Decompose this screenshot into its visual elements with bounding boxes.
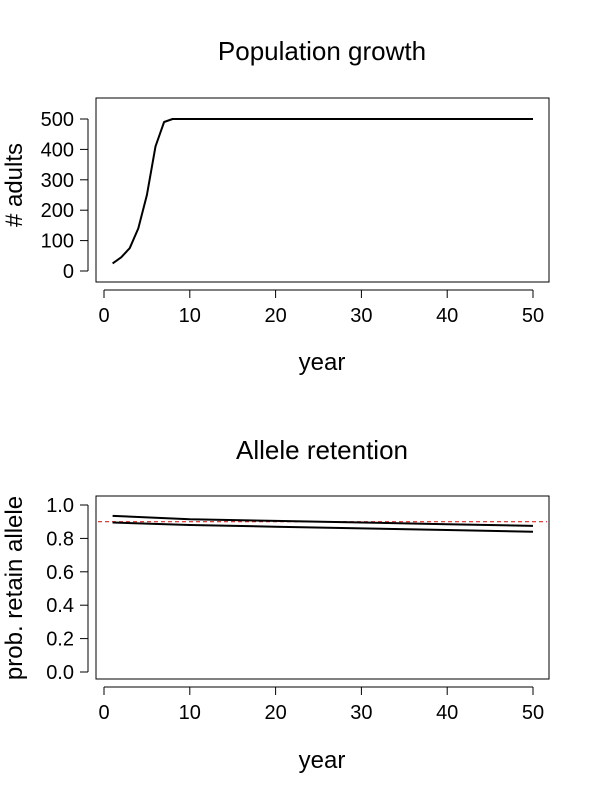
x-tick-label: 0 <box>98 702 109 724</box>
y-axis: 0 100 200 300 400 500 <box>41 109 89 283</box>
series-line-2 <box>112 521 534 533</box>
x-axis-label: year <box>299 747 346 774</box>
series-layer <box>98 514 547 533</box>
x-tick-label: 10 <box>179 305 201 327</box>
x-tick-label: 30 <box>350 702 372 724</box>
y-tick-label: 300 <box>41 170 74 192</box>
y-axis: 0.0 0.2 0.4 0.6 0.8 1.0 <box>46 495 89 684</box>
series-line-1 <box>112 118 533 265</box>
y-tick-label: 0.2 <box>46 629 74 651</box>
x-tick-label: 0 <box>98 305 109 327</box>
y-tick-label: 0.6 <box>46 562 74 584</box>
y-tick-label: 500 <box>41 109 74 131</box>
y-tick-label: 0.4 <box>46 595 74 617</box>
y-tick-label: 100 <box>41 231 74 253</box>
x-tick-label: 10 <box>179 702 201 724</box>
x-tick-label: 50 <box>522 702 544 724</box>
x-tick-label: 20 <box>264 305 286 327</box>
y-tick-label: 1.0 <box>46 495 74 517</box>
population-growth-panel: Population growth # adults year 0 10 20 30 4… <box>1 36 550 376</box>
plot-frame <box>95 97 550 283</box>
x-tick-label: 40 <box>436 702 458 724</box>
x-tick-label: 50 <box>522 305 544 327</box>
x-tick-label: 40 <box>436 305 458 327</box>
plot-frame <box>95 495 550 680</box>
chart-title: Allele retention <box>236 435 408 465</box>
y-tick-label: 0 <box>63 261 74 283</box>
y-tick-label: 400 <box>41 139 74 161</box>
x-axis-label: year <box>299 349 346 376</box>
x-tick-label: 30 <box>350 305 372 327</box>
x-tick-label: 20 <box>264 702 286 724</box>
y-tick-label: 0.8 <box>46 528 74 550</box>
series-line-1 <box>112 514 534 527</box>
y-tick-label: 0.0 <box>46 662 74 684</box>
y-axis-label: prob. retain allele <box>1 496 28 680</box>
y-axis-label: # adults <box>1 143 28 227</box>
x-axis: 0 10 20 30 40 50 <box>98 289 544 327</box>
x-axis: 0 10 20 30 40 50 <box>98 686 544 724</box>
allele-retention-panel: Allele retention prob. retain allele yea… <box>1 435 550 774</box>
chart-title: Population growth <box>218 36 426 66</box>
y-tick-label: 200 <box>41 200 74 222</box>
series-layer <box>112 118 533 265</box>
